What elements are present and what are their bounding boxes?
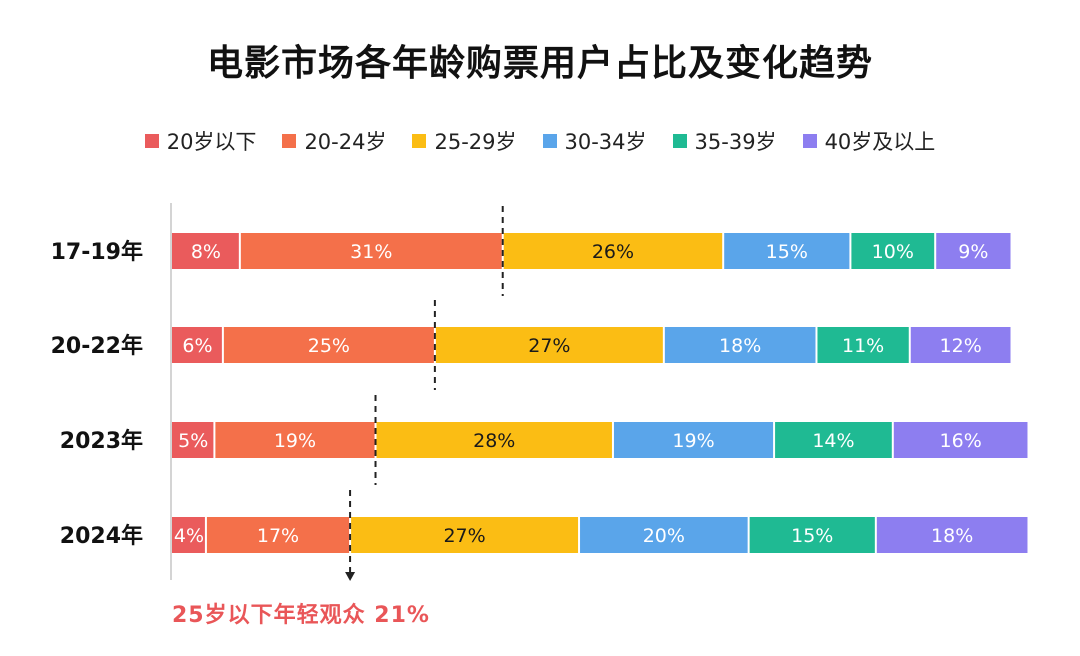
data-label-4-6: 18% (931, 525, 973, 547)
legend-item-3: 25-29岁 (412, 126, 517, 156)
data-label-1-3: 26% (592, 241, 634, 263)
legend-item-6: 40岁及以上 (802, 126, 936, 156)
data-label-2-4: 18% (719, 335, 761, 357)
bar-segment-4-5 (749, 517, 875, 553)
legend-swatch-4 (542, 134, 557, 148)
data-label-4-5: 15% (791, 525, 833, 547)
data-label-1-4: 15% (766, 241, 808, 263)
reference-arrow-head (345, 572, 356, 581)
category-label-1: 17-19年 (51, 239, 143, 265)
legend-swatch-2 (282, 134, 297, 148)
bar-segment-2-3 (435, 327, 663, 363)
data-label-4-4: 20% (643, 525, 685, 547)
legend-item-5: 35-39岁 (672, 126, 777, 156)
bar-segment-2-5 (817, 327, 909, 363)
bar-segment-1-3 (503, 233, 723, 269)
bar-segment-4-6 (876, 517, 1028, 553)
bar-segment-1-4 (724, 233, 850, 269)
bar-segment-3-6 (893, 422, 1028, 458)
data-label-3-4: 19% (672, 430, 714, 452)
bar-segment-4-2 (206, 517, 350, 553)
data-label-2-1: 6% (182, 335, 212, 357)
data-label-1-6: 9% (958, 241, 988, 263)
bar-segment-1-2 (240, 233, 502, 269)
legend-label-6: 40岁及以上 (824, 130, 936, 154)
bar-segment-4-4 (580, 517, 748, 553)
data-label-2-5: 11% (842, 335, 884, 357)
bar-segment-4-1 (172, 517, 205, 553)
data-label-1-2: 31% (350, 241, 392, 263)
category-label-4: 2024年 (60, 523, 143, 549)
legend-swatch-6 (802, 134, 817, 148)
data-label-2-2: 25% (308, 335, 350, 357)
data-label-4-2: 17% (257, 525, 299, 547)
data-label-3-3: 28% (473, 430, 515, 452)
legend-label-3: 25-29岁 (434, 130, 517, 154)
data-label-1-5: 10% (872, 241, 914, 263)
data-label-2-6: 12% (940, 335, 982, 357)
legend-label-1: 20岁以下 (166, 130, 257, 154)
legend-item-2: 20-24岁 (282, 126, 386, 156)
data-label-3-6: 16% (940, 430, 982, 452)
bar-segment-3-5 (775, 422, 892, 458)
legend-item-4: 30-34岁 (542, 126, 647, 156)
legend: 20岁以下 20-24岁 25-29岁 30-34岁 35-39岁 40岁及以上 (0, 126, 1080, 156)
bar-segment-1-6 (936, 233, 1011, 269)
legend-label-4: 30-34岁 (564, 130, 647, 154)
legend-swatch-1 (144, 134, 159, 148)
legend-label-2: 20-24岁 (304, 130, 387, 154)
bar-segment-2-2 (223, 327, 434, 363)
category-label-2: 20-22年 (51, 333, 143, 359)
bar-segment-2-1 (172, 327, 222, 363)
data-label-4-3: 27% (443, 525, 485, 547)
bar-segment-3-3 (376, 422, 612, 458)
bar-segment-3-4 (613, 422, 774, 458)
data-label-3-5: 14% (812, 430, 854, 452)
annotation-young-audience: 25岁以下年轻观众 21% (172, 603, 430, 628)
bar-segment-3-2 (215, 422, 375, 458)
bar-segment-2-4 (664, 327, 816, 363)
data-label-4-1: 4% (174, 525, 204, 547)
bar-segment-2-6 (910, 327, 1011, 363)
category-label-3: 2023年 (60, 428, 143, 454)
data-label-3-2: 19% (274, 430, 316, 452)
bar-segment-3-1 (172, 422, 214, 458)
legend-swatch-5 (672, 134, 687, 148)
bar-segment-4-3 (351, 517, 579, 553)
chart-title: 电影市场各年龄购票用户占比及变化趋势 (206, 43, 873, 84)
bar-segment-1-5 (851, 233, 935, 269)
bar-segment-1-1 (172, 233, 239, 269)
data-label-2-3: 27% (528, 335, 570, 357)
legend-label-5: 35-39岁 (694, 130, 777, 154)
data-label-3-1: 5% (178, 430, 208, 452)
legend-swatch-3 (412, 134, 427, 148)
legend-item-1: 20岁以下 (144, 126, 257, 156)
data-label-1-1: 8% (191, 241, 221, 263)
